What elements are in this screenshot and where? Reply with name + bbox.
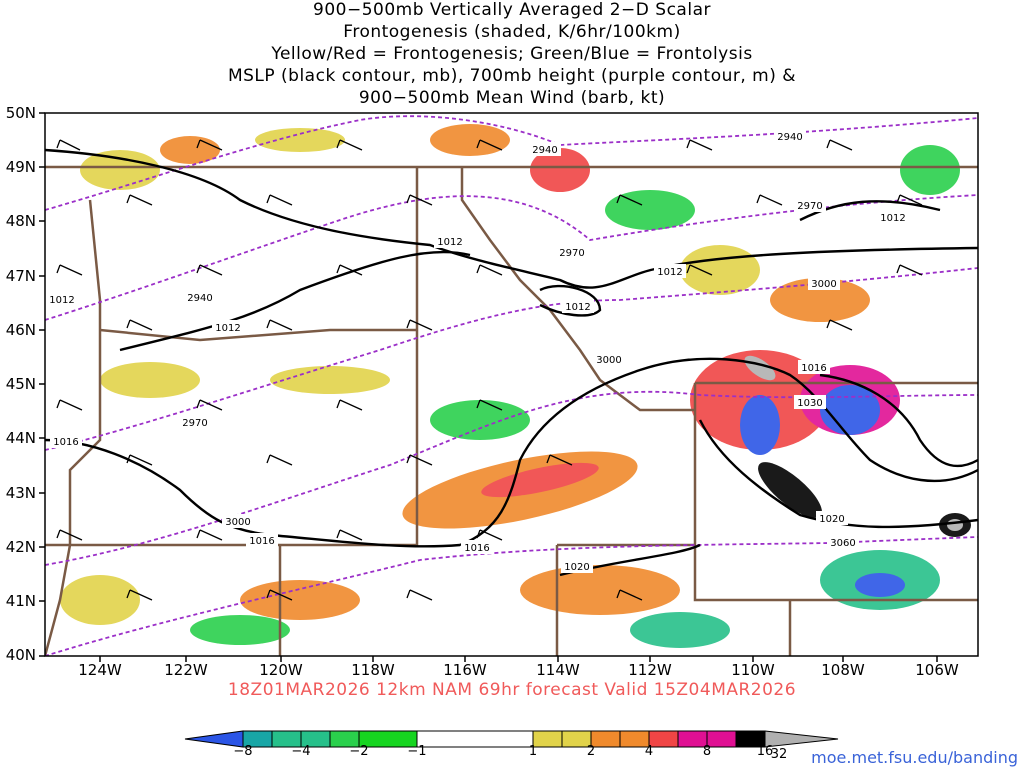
mslp-label: 1012 xyxy=(46,292,78,306)
height-label: 2970 xyxy=(556,245,588,259)
lat-label: 46N xyxy=(5,321,36,339)
svg-text:2970: 2970 xyxy=(559,248,584,259)
svg-text:2970: 2970 xyxy=(797,201,822,212)
svg-text:1016: 1016 xyxy=(249,536,274,547)
mslp-label: 1030 xyxy=(794,395,826,409)
lon-label: 114W xyxy=(536,661,580,679)
svg-text:2940: 2940 xyxy=(777,132,802,143)
svg-text:2970: 2970 xyxy=(182,418,207,429)
svg-text:2940: 2940 xyxy=(187,293,212,304)
colorbar-label: 2 xyxy=(586,744,596,759)
mslp-label: 1012 xyxy=(654,264,686,278)
colorbar-label: 4 xyxy=(644,744,654,759)
svg-text:1012: 1012 xyxy=(565,302,590,313)
svg-text:1012: 1012 xyxy=(437,237,462,248)
height-label: 2940 xyxy=(184,290,216,304)
colorbar-label: −2 xyxy=(349,744,369,759)
svg-text:1016: 1016 xyxy=(801,363,826,374)
svg-text:1020: 1020 xyxy=(819,514,844,525)
height-label: 3000 xyxy=(808,276,840,290)
svg-text:1020: 1020 xyxy=(564,562,589,573)
svg-text:3000: 3000 xyxy=(596,355,621,366)
lat-label: 47N xyxy=(5,267,36,285)
title-line-5: 900−500mb Mean Wind (barb, kt) xyxy=(358,88,666,108)
colorbar xyxy=(184,730,839,748)
title-line-4: MSLP (black contour, mb), 700mb height (… xyxy=(227,66,797,86)
lat-label: 48N xyxy=(5,212,36,230)
svg-text:1030: 1030 xyxy=(797,398,822,409)
colorbar-label: −8 xyxy=(233,744,253,759)
svg-text:1012: 1012 xyxy=(880,213,905,224)
height-label: 3000 xyxy=(222,514,254,528)
svg-text:3000: 3000 xyxy=(811,279,836,290)
height-label: 2940 xyxy=(529,142,561,156)
svg-text:1016: 1016 xyxy=(53,437,78,448)
title-line-2: Frontogenesis (shaded, K/6hr/100km) xyxy=(343,22,681,42)
valid-time-line: 18Z01MAR2026 12km NAM 69hr forecast Vali… xyxy=(227,680,797,700)
svg-text:3060: 3060 xyxy=(830,538,855,549)
mslp-label: 1012 xyxy=(562,299,594,313)
title-line-1: 900−500mb Vertically Averaged 2−D Scalar xyxy=(313,0,711,20)
lat-label: 42N xyxy=(5,538,36,556)
political-borders xyxy=(45,165,978,656)
height-label: 2970 xyxy=(794,198,826,212)
colorbar-label: 32 xyxy=(770,747,788,762)
mslp-label: 1012 xyxy=(212,320,244,334)
credit-link[interactable]: moe.met.fsu.edu/banding xyxy=(811,748,1018,767)
lat-label: 41N xyxy=(5,592,36,610)
svg-text:1016: 1016 xyxy=(464,543,489,554)
mslp-label: 1016 xyxy=(461,540,493,554)
lon-label: 110W xyxy=(731,661,775,679)
lon-label: 112W xyxy=(628,661,672,679)
lon-label: 120W xyxy=(259,661,303,679)
lat-label: 44N xyxy=(5,429,36,447)
lat-label: 43N xyxy=(5,484,36,502)
lat-label: 50N xyxy=(5,104,36,122)
mslp-label: 1012 xyxy=(877,210,909,224)
svg-text:3000: 3000 xyxy=(225,517,250,528)
mslp-label: 1016 xyxy=(798,360,830,374)
lon-label: 122W xyxy=(164,661,208,679)
lat-label: 45N xyxy=(5,375,36,393)
svg-text:1012: 1012 xyxy=(49,295,74,306)
colorbar-label: 1 xyxy=(528,744,538,759)
svg-text:2940: 2940 xyxy=(532,145,557,156)
mslp-label: 1016 xyxy=(50,434,82,448)
map-frame xyxy=(39,112,979,662)
lon-label: 106W xyxy=(915,661,959,679)
colorbar-label: −4 xyxy=(291,744,311,759)
lon-label: 116W xyxy=(443,661,487,679)
mslp-label: 1016 xyxy=(246,533,278,547)
colorbar-label: −1 xyxy=(407,744,427,759)
lon-label: 124W xyxy=(78,661,122,679)
height-label: 3000 xyxy=(593,352,625,366)
colorbar-label: 16 xyxy=(756,744,774,759)
svg-text:1012: 1012 xyxy=(215,323,240,334)
height-label: 2940 xyxy=(774,129,806,143)
title-line-3: Yellow/Red = Frontogenesis; Green/Blue =… xyxy=(271,44,753,64)
lat-label: 49N xyxy=(5,158,36,176)
lon-label: 108W xyxy=(821,661,865,679)
height-label: 2970 xyxy=(179,415,211,429)
height-label: 3060 xyxy=(827,535,859,549)
lat-label: 40N xyxy=(5,646,36,664)
colorbar-label: 8 xyxy=(702,744,712,759)
mslp-label: 1012 xyxy=(434,234,466,248)
frontogenesis-shading xyxy=(60,124,971,648)
mslp-label: 1020 xyxy=(816,511,848,525)
svg-text:1012: 1012 xyxy=(657,267,682,278)
contour-labels: 1012 1012 1012 1012 1012 1012 1016 1016 … xyxy=(46,129,909,573)
wind-barbs xyxy=(56,139,923,601)
lon-label: 118W xyxy=(351,661,395,679)
mslp-label: 1020 xyxy=(561,559,593,573)
